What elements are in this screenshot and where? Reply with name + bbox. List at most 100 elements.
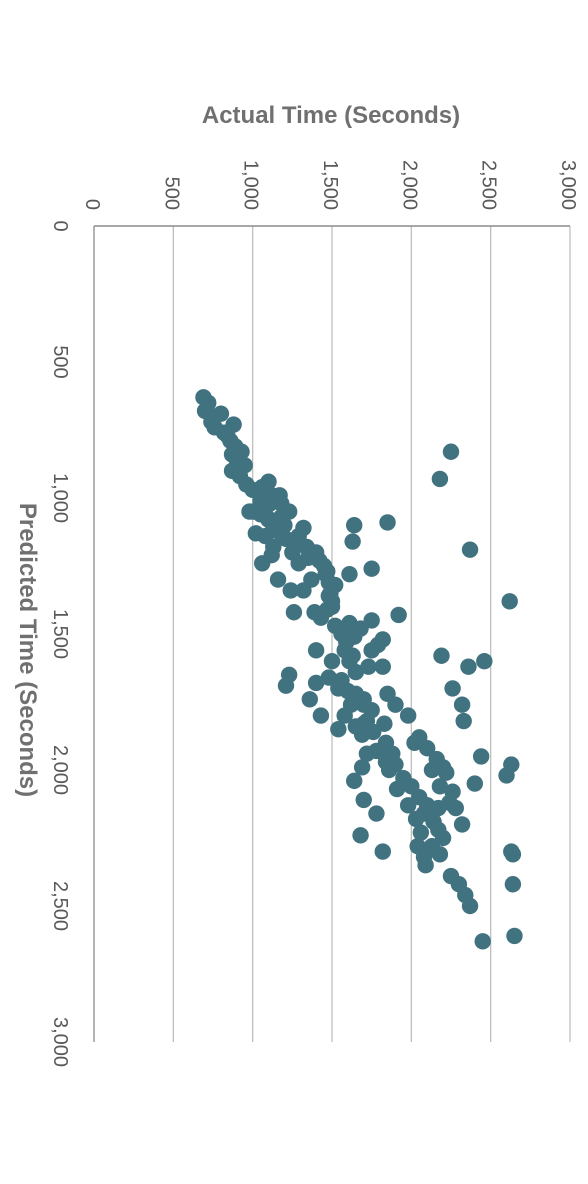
- data-point: [307, 642, 325, 659]
- data-point: [415, 848, 433, 866]
- data-point: [431, 470, 449, 488]
- y-tick-label: 3,000: [557, 160, 579, 210]
- data-points: [195, 389, 523, 950]
- data-point: [252, 492, 269, 509]
- data-point: [412, 824, 430, 841]
- data-point: [271, 487, 288, 504]
- data-point: [504, 876, 522, 893]
- data-point: [379, 514, 396, 531]
- data-point: [353, 759, 371, 776]
- data-point: [336, 707, 353, 724]
- data-point: [472, 748, 490, 765]
- data-point: [290, 555, 307, 572]
- data-point: [476, 653, 493, 670]
- data-point: [501, 593, 518, 610]
- data-point: [433, 647, 450, 664]
- data-point: [399, 797, 417, 814]
- data-point: [352, 827, 369, 844]
- x-tick-label: 1,500: [49, 609, 71, 659]
- data-point: [344, 533, 361, 550]
- data-point: [460, 658, 477, 675]
- y-tick-label: 2,000: [398, 160, 420, 210]
- data-point: [374, 843, 391, 860]
- data-point: [347, 663, 364, 681]
- data-point: [431, 778, 449, 795]
- data-point: [388, 780, 406, 798]
- data-point: [419, 740, 436, 757]
- x-tick-label: 0: [49, 220, 71, 231]
- data-point: [253, 555, 271, 572]
- data-point: [307, 674, 325, 692]
- data-point: [258, 508, 276, 526]
- data-point: [306, 604, 323, 621]
- x-axis-title: Predicted Time (Seconds): [14, 503, 41, 797]
- data-point: [312, 707, 330, 724]
- data-point: [423, 761, 441, 779]
- data-point: [453, 696, 471, 713]
- data-point: [355, 791, 372, 809]
- data-point: [295, 519, 312, 537]
- y-tick-label: 500: [160, 177, 182, 210]
- data-point: [360, 658, 377, 675]
- data-point: [430, 799, 447, 817]
- data-point: [355, 715, 372, 732]
- data-point: [377, 753, 395, 771]
- data-point: [363, 560, 380, 577]
- x-tick-label: 1,000: [49, 473, 71, 523]
- x-tick-label: 500: [49, 345, 71, 378]
- data-point: [399, 707, 417, 724]
- data-point: [474, 933, 491, 950]
- data-point: [455, 712, 472, 730]
- data-point: [444, 680, 461, 697]
- data-point: [280, 666, 298, 683]
- data-point: [317, 565, 334, 583]
- data-point: [285, 604, 303, 621]
- data-point: [257, 527, 274, 545]
- x-tick-label: 3,000: [49, 1017, 71, 1067]
- data-point: [341, 565, 358, 583]
- data-point: [212, 405, 230, 422]
- x-tick-label: 2,500: [49, 881, 71, 931]
- data-point: [323, 598, 341, 615]
- data-point: [330, 680, 347, 697]
- data-point: [355, 696, 372, 713]
- data-point: [376, 715, 393, 732]
- data-point: [406, 734, 423, 751]
- data-point: [504, 846, 522, 863]
- data-point: [269, 571, 287, 588]
- y-tick-label: 1,500: [319, 160, 341, 210]
- y-tick-labels: 0 500 1,000 1,500 2,000 2,500 3,000: [81, 160, 579, 210]
- data-point: [387, 696, 404, 713]
- data-point: [407, 810, 425, 828]
- data-point: [453, 816, 471, 833]
- data-point: [320, 669, 338, 686]
- y-axis-title: Actual Time (Seconds): [202, 102, 460, 129]
- data-point: [461, 541, 479, 558]
- data-point: [346, 772, 363, 790]
- data-point: [506, 927, 523, 945]
- y-tick-label: 0: [81, 199, 103, 210]
- data-point: [330, 721, 347, 738]
- data-point: [390, 606, 407, 624]
- data-point: [461, 897, 479, 915]
- x-tick-labels: 0 500 1,000 1,500 2,000 2,500 3,000: [49, 220, 71, 1067]
- data-point: [358, 745, 376, 762]
- data-point: [498, 767, 515, 784]
- data-point: [260, 473, 277, 490]
- data-point: [341, 614, 358, 632]
- data-point: [466, 775, 483, 792]
- data-point: [346, 517, 363, 534]
- y-tick-label: 1,000: [240, 160, 262, 210]
- y-tick-label: 2,500: [478, 160, 500, 210]
- data-point: [374, 658, 391, 675]
- data-point: [369, 636, 387, 654]
- data-point: [303, 571, 320, 588]
- data-point: [276, 517, 293, 534]
- gridlines: [93, 226, 571, 1042]
- data-point: [368, 805, 385, 822]
- data-point: [431, 846, 449, 863]
- data-point: [344, 647, 361, 664]
- data-point: [323, 653, 341, 670]
- data-point: [282, 582, 299, 599]
